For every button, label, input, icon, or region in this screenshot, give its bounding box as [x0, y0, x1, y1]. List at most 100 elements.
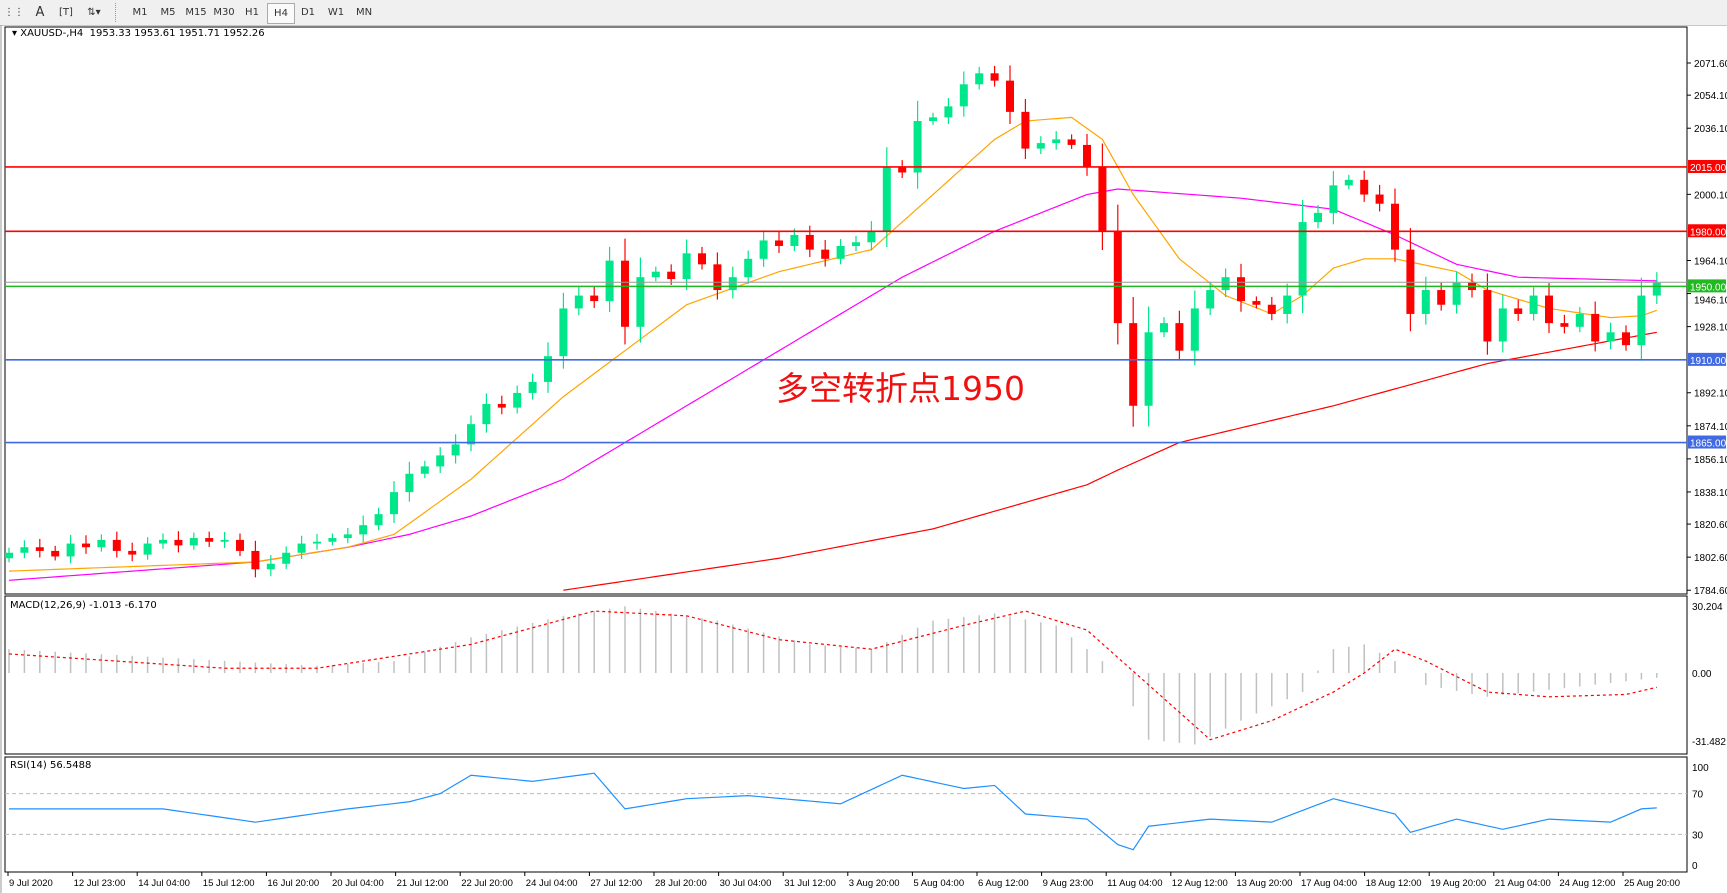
candle	[590, 286, 599, 309]
timeframe-m5-button[interactable]: M5	[160, 7, 176, 18]
candle	[1529, 287, 1538, 321]
timeframe-mn-button[interactable]: MN	[355, 7, 373, 18]
candle	[867, 221, 876, 251]
candle-body	[1206, 290, 1215, 309]
candle-body	[1545, 295, 1553, 324]
candle-body	[975, 73, 984, 85]
macd-panel-frame	[4, 595, 1688, 755]
price-axis-label: 1802.60	[1694, 553, 1727, 564]
chart-canvas[interactable]: 2071.60 2054.10 2036.10 2000.10 1964.10 1946.…	[0, 25, 1727, 893]
candle-body	[1483, 290, 1492, 342]
time-axis-label: 12 Aug 12:00	[1172, 878, 1228, 889]
candle-body	[898, 166, 907, 173]
collapse-triangle-icon[interactable]: ▾	[12, 28, 18, 39]
candle	[236, 533, 244, 557]
candle	[159, 533, 167, 549]
price-axis-label: 1874.10	[1694, 422, 1727, 433]
candle	[174, 531, 183, 553]
candle	[1514, 299, 1523, 321]
candle-body	[1160, 323, 1168, 333]
candle-body	[713, 264, 722, 291]
candle-body	[990, 73, 999, 81]
candle	[1252, 296, 1261, 309]
candle-body	[174, 539, 183, 546]
timeframe-m1-button[interactable]: M1	[132, 7, 148, 18]
candle-body	[621, 260, 629, 327]
candle-body	[35, 547, 44, 551]
candle-body	[1606, 332, 1615, 342]
candle-body	[1083, 144, 1091, 167]
timeframe-m15-button[interactable]: M15	[185, 7, 207, 18]
candle-body	[1498, 308, 1507, 342]
candle-body	[513, 392, 522, 408]
time-axis-label: 13 Aug 20:00	[1236, 878, 1292, 889]
candle	[497, 395, 506, 415]
candle-body	[1622, 332, 1630, 346]
time-axis-label: 9 Jul 2020	[9, 878, 53, 889]
candle-body	[282, 552, 291, 564]
candle-body	[251, 550, 260, 570]
period-separator-icon[interactable]: ⋮⋮	[4, 7, 24, 18]
candle	[1021, 99, 1030, 159]
time-axis-label: 28 Jul 20:00	[655, 878, 707, 889]
candle-body	[1514, 308, 1523, 314]
candle-body	[682, 253, 691, 280]
time-axis-label: 6 Aug 12:00	[978, 878, 1029, 889]
time-axis-label: 12 Jul 23:00	[74, 878, 126, 889]
timeframe-w1-button[interactable]: W1	[327, 7, 345, 18]
candle-body	[759, 240, 768, 259]
candle	[282, 546, 291, 569]
candle	[1468, 273, 1476, 298]
candle	[128, 542, 137, 562]
candle	[1560, 314, 1569, 334]
candle	[513, 385, 522, 414]
candle-body	[698, 253, 706, 265]
time-axis-label: 16 Jul 20:00	[267, 878, 319, 889]
candle	[1452, 271, 1461, 314]
level-label: 2015.00	[1690, 163, 1727, 174]
candle-body	[1314, 212, 1322, 223]
timeframe-h4-button[interactable]: H4	[267, 3, 295, 24]
candle-body	[420, 466, 429, 474]
candle	[944, 98, 953, 124]
timeframe-m30-button[interactable]: M30	[213, 7, 235, 18]
candle	[343, 527, 352, 544]
candle	[97, 534, 106, 552]
candle	[1575, 307, 1584, 333]
timeframe-h1-button[interactable]: H1	[245, 7, 259, 18]
candle	[1498, 294, 1507, 353]
candle	[1267, 296, 1276, 321]
symbol-label: XAUUSD-,H4	[20, 28, 84, 39]
candle	[559, 292, 568, 369]
candle-body	[1006, 80, 1014, 112]
candle-body	[1021, 111, 1030, 149]
arrows-icon[interactable]: ⇅▾	[87, 7, 101, 18]
candle-body	[266, 563, 275, 570]
candle-body	[159, 539, 167, 544]
rsi-axis-label: 0	[1692, 861, 1698, 872]
time-axis-label: 5 Aug 04:00	[913, 878, 964, 889]
candle-body	[651, 271, 660, 278]
candle-body	[590, 295, 599, 302]
candle-body	[1591, 313, 1600, 342]
candle-body	[882, 166, 891, 232]
candle-body	[1052, 139, 1061, 144]
time-axis-label: 19 Aug 20:00	[1430, 878, 1486, 889]
candle-body	[189, 538, 198, 546]
candle-body	[1283, 295, 1292, 314]
candle	[975, 66, 984, 90]
text-icon[interactable]: A	[35, 5, 45, 20]
candle-body	[1575, 313, 1584, 327]
candle-body	[544, 356, 552, 382]
candle-body	[1298, 222, 1307, 296]
candle	[1652, 272, 1661, 305]
time-axis-label: 21 Jul 12:00	[397, 878, 449, 889]
candle	[667, 264, 676, 285]
time-axis-label: 18 Aug 12:00	[1366, 878, 1422, 889]
candle	[266, 555, 275, 577]
candle-body	[1360, 179, 1369, 195]
text-label-icon[interactable]: [T]	[59, 7, 73, 18]
timeframe-d1-button[interactable]: D1	[300, 7, 316, 18]
candle	[1190, 290, 1199, 366]
symbol-info: ▾ XAUUSD-,H4 1953.33 1953.61 1951.71 195…	[12, 28, 265, 39]
